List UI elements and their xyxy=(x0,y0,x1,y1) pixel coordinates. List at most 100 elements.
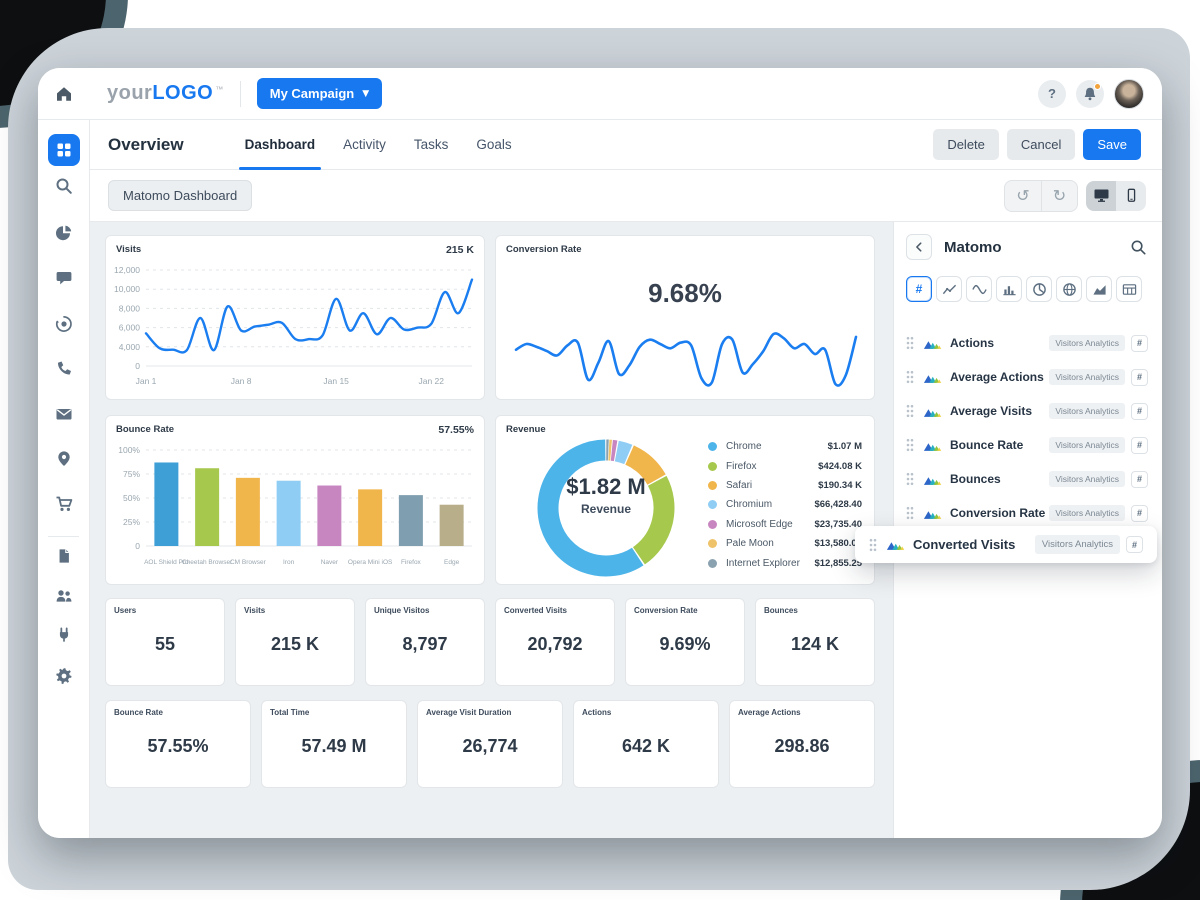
widget-type-chip: # xyxy=(1131,368,1148,386)
widget-category-badge: Visitors Analytics xyxy=(1049,335,1125,351)
stat-card-bounce-rate[interactable]: Bounce Rate 57.55% xyxy=(105,700,251,788)
redo-button[interactable]: ↻ xyxy=(1041,180,1077,211)
bounce-rate-chart-widget[interactable]: Bounce Rate 57.55% 100% 75% 50% 25% 0 AOL Shi… xyxy=(105,415,485,585)
widget-item-average-actions[interactable]: Average Actions Visitors Analytics # xyxy=(894,360,1162,394)
sidebar-item-users[interactable] xyxy=(55,587,73,605)
undo-button[interactable]: ↺ xyxy=(1005,181,1041,211)
stat-value: 124 K xyxy=(790,634,840,655)
svg-text:AOL Shield Pro: AOL Shield Pro xyxy=(144,559,189,566)
sidebar-item-gear[interactable] xyxy=(55,667,73,685)
home-button[interactable] xyxy=(38,68,90,120)
stat-card-unique-visitos[interactable]: Unique Visitos 8,797 xyxy=(365,598,485,686)
cancel-button[interactable]: Cancel xyxy=(1006,129,1076,160)
user-avatar[interactable] xyxy=(1114,78,1144,109)
stat-card-users[interactable]: Users 55 xyxy=(105,598,225,686)
legend-value: $12,855.25 xyxy=(814,557,862,569)
type-filter-area-chart[interactable] xyxy=(1086,276,1112,302)
matomo-logo-icon xyxy=(923,507,942,520)
sidebar-item-pie-chart[interactable] xyxy=(55,224,73,242)
panel-header: Matomo xyxy=(894,222,1162,272)
panel-search-button[interactable] xyxy=(1130,239,1147,256)
drag-handle-icon[interactable] xyxy=(906,370,914,384)
drag-handle-icon[interactable] xyxy=(906,438,914,452)
visits-chart-widget[interactable]: Visits 215 K 12,000 10,000 8,000 6,000 4,000… xyxy=(105,235,485,400)
home-icon xyxy=(57,86,71,101)
users-icon xyxy=(55,587,73,605)
stat-card-converted-visits[interactable]: Converted Visits 20,792 xyxy=(495,598,615,686)
sidebar-item-cart[interactable] xyxy=(55,495,73,513)
drag-handle-icon[interactable] xyxy=(869,538,877,552)
widget-item-bounces[interactable]: Bounces Visitors Analytics # xyxy=(894,462,1162,496)
revenue-donut-widget[interactable]: Revenue $1.82 M Revenue Chrome $1.07 M Fir… xyxy=(495,415,875,585)
widget-item-actions[interactable]: Actions Visitors Analytics # xyxy=(894,326,1162,360)
widget-item-conversion-rate[interactable]: Conversion Rate Visitors Analytics # xyxy=(894,496,1162,530)
stat-label: Visits xyxy=(244,606,266,615)
campaign-dropdown-button[interactable]: My Campaign ▼ xyxy=(256,78,383,109)
widget-item-average-visits[interactable]: Average Visits Visitors Analytics # xyxy=(894,394,1162,428)
widget-item-bounce-rate[interactable]: Bounce Rate Visitors Analytics # xyxy=(894,428,1162,462)
gear-icon xyxy=(55,667,73,685)
tab-bar: Dashboard Activity Tasks Goals xyxy=(231,120,526,170)
widget-category-badge: Visitors Analytics xyxy=(1034,535,1120,554)
sidebar-item-automation[interactable] xyxy=(55,315,73,333)
panel-title: Matomo xyxy=(944,238,1002,256)
drag-handle-icon[interactable] xyxy=(906,336,914,350)
type-filter-pie-chart[interactable] xyxy=(1026,276,1052,302)
tab-goals[interactable]: Goals xyxy=(476,137,512,152)
tab-dashboard[interactable]: Dashboard xyxy=(231,120,330,170)
dragged-widget-converted-visits[interactable]: Converted Visits Visitors Analytics # xyxy=(855,526,1157,563)
desktop-preview-button[interactable] xyxy=(1086,180,1116,211)
type-filter-column-chart[interactable] xyxy=(996,276,1022,302)
dashboard-name-chip[interactable]: Matomo Dashboard xyxy=(108,180,253,211)
type-filter-globe[interactable] xyxy=(1056,276,1082,302)
sidebar-item-document[interactable] xyxy=(56,548,72,564)
legend-dot xyxy=(708,480,717,490)
svg-text:100%: 100% xyxy=(118,445,140,455)
stat-value: 8,797 xyxy=(402,634,448,655)
page-title: Overview xyxy=(108,134,184,154)
help-button[interactable]: ? xyxy=(1038,79,1066,108)
stat-card-total-time[interactable]: Total Time 57.49 M xyxy=(261,700,407,788)
drag-handle-icon[interactable] xyxy=(906,472,914,486)
drag-handle-icon[interactable] xyxy=(906,404,914,418)
logo-main: LOGO xyxy=(152,82,214,104)
legend-label: Internet Explorer xyxy=(726,557,800,569)
logo-prefix: your xyxy=(107,82,153,104)
sidebar-item-plug[interactable] xyxy=(56,627,72,643)
widget-title: Conversion Rate xyxy=(506,244,582,255)
stat-card-actions[interactable]: Actions 642 K xyxy=(573,700,719,788)
save-button[interactable]: Save xyxy=(1083,129,1141,160)
svg-text:Naver: Naver xyxy=(321,559,339,566)
svg-text:25%: 25% xyxy=(123,517,140,527)
tab-tasks[interactable]: Tasks xyxy=(413,137,449,152)
tab-activity[interactable]: Activity xyxy=(343,137,386,152)
stat-card-visits[interactable]: Visits 215 K xyxy=(235,598,355,686)
type-filter-wave[interactable] xyxy=(966,276,992,302)
sidebar-item-phone[interactable] xyxy=(55,360,72,377)
type-filter-table[interactable] xyxy=(1116,276,1142,302)
notifications-button[interactable] xyxy=(1076,79,1104,108)
sidebar-item-mail[interactable] xyxy=(55,405,73,423)
location-icon xyxy=(55,450,72,467)
sidebar-item-chat[interactable] xyxy=(55,269,73,287)
widget-total: 215 K xyxy=(445,244,474,256)
type-filter-line-chart[interactable] xyxy=(936,276,962,302)
chevron-down-icon: ▼ xyxy=(362,88,370,99)
stat-card-bounces[interactable]: Bounces 124 K xyxy=(755,598,875,686)
delete-button[interactable]: Delete xyxy=(933,129,999,160)
mobile-preview-button[interactable] xyxy=(1116,180,1146,211)
sidebar-item-location[interactable] xyxy=(55,450,72,467)
type-filter-number[interactable]: # xyxy=(906,276,932,302)
conversion-rate-widget[interactable]: Conversion Rate 9.68% xyxy=(495,235,875,400)
sidebar-item-search[interactable] xyxy=(55,177,73,195)
drag-handle-icon[interactable] xyxy=(906,506,914,520)
back-button[interactable] xyxy=(906,234,932,260)
stat-card-average-actions[interactable]: Average Actions 298.86 xyxy=(729,700,875,788)
widget-total: 57.55% xyxy=(438,424,474,436)
search-icon xyxy=(1131,240,1146,255)
stat-card-average-visit-duration[interactable]: Average Visit Duration 26,774 xyxy=(417,700,563,788)
stat-card-conversion-rate[interactable]: Conversion Rate 9.69% xyxy=(625,598,745,686)
sidebar-item-apps[interactable] xyxy=(47,134,80,166)
